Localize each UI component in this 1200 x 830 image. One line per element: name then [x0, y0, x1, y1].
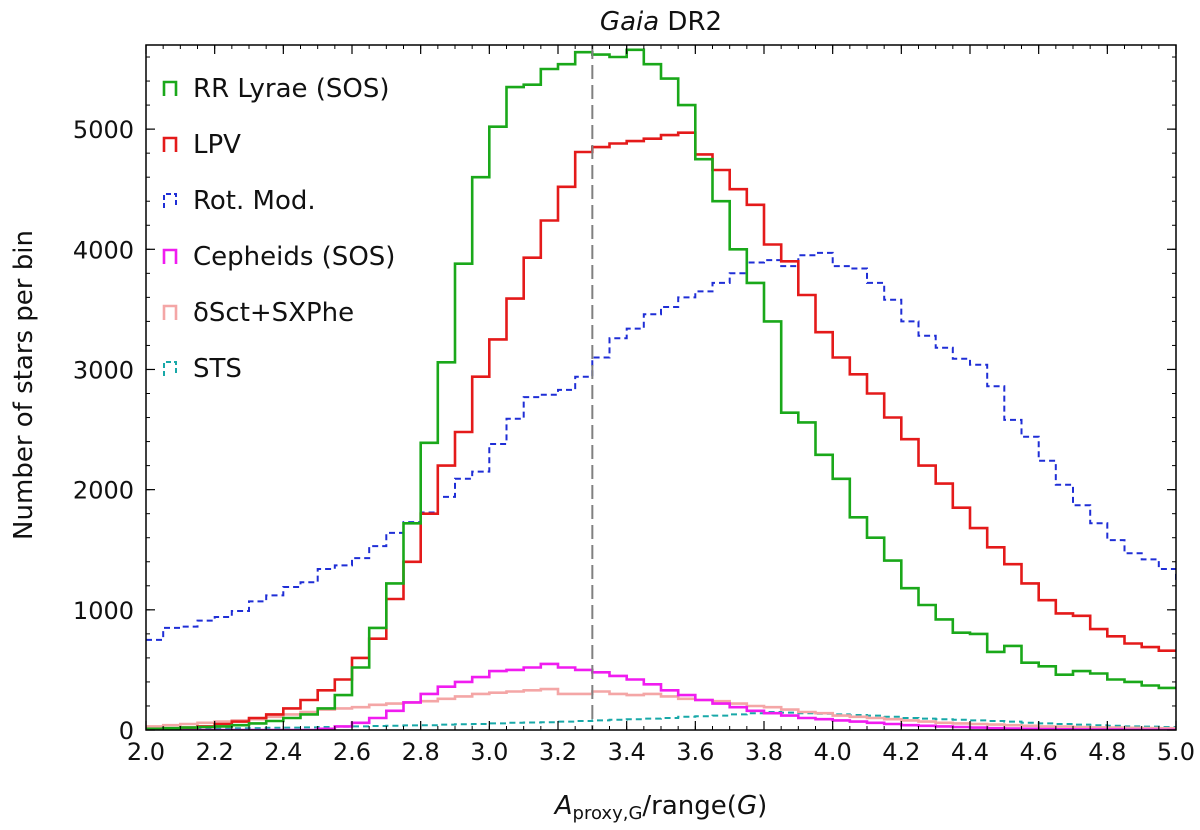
x-tick-label: 3.4 — [608, 738, 646, 766]
legend-item: STS — [163, 354, 242, 384]
plot-area — [146, 45, 1176, 730]
y-tick-label: 4000 — [73, 236, 134, 264]
x-tick-label: 5.0 — [1157, 738, 1195, 766]
x-tick-label: 3.8 — [745, 738, 783, 766]
legend-item: δSct+SXPhe — [162, 298, 354, 328]
x-tick-label: 2.6 — [333, 738, 371, 766]
x-axis-label-sub: proxy,G — [573, 803, 643, 824]
y-axis-label: Number of stars per bin — [9, 230, 39, 540]
y-tick-label: 3000 — [73, 356, 134, 384]
legend-label: LPV — [193, 130, 241, 160]
x-tick-label: 3.0 — [470, 738, 508, 766]
legend-swatch — [162, 80, 178, 96]
legend: RR Lyrae (SOS) LPV Rot. Mod. Cepheids (SOS)… — [162, 74, 395, 384]
x-tick-label: 3.6 — [676, 738, 714, 766]
axes-frame — [145, 44, 1177, 731]
legend-label: Cepheids (SOS) — [193, 242, 395, 272]
legend-label: RR Lyrae (SOS) — [193, 74, 390, 104]
legend-swatch — [163, 361, 177, 376]
x-tick-label: 2.2 — [196, 738, 234, 766]
legend-label: STS — [193, 354, 242, 384]
x-axis-label-close: ) — [757, 791, 767, 821]
x-tick-label: 4.0 — [814, 738, 852, 766]
x-tick-label: 4.4 — [951, 738, 989, 766]
x-tick-label: 4.2 — [882, 738, 920, 766]
legend-swatch — [163, 193, 177, 208]
x-tick-label: 2.0 — [127, 738, 165, 766]
legend-swatch — [162, 136, 178, 152]
y-tick-label: 2000 — [73, 477, 134, 505]
legend-label: Rot. Mod. — [193, 186, 316, 216]
x-tick-label: 4.8 — [1088, 738, 1126, 766]
x-tick-label: 2.4 — [264, 738, 302, 766]
legend-item: Cepheids (SOS) — [162, 242, 395, 272]
x-axis-label-main: A — [553, 791, 573, 821]
x-tick-label: 4.6 — [1020, 738, 1058, 766]
legend-item: Rot. Mod. — [163, 186, 316, 216]
series-line-lpv — [146, 131, 1176, 730]
chart-title-rest: DR2 — [659, 7, 722, 37]
y-tick-label: 5000 — [73, 116, 134, 144]
legend-swatch — [162, 304, 178, 320]
y-axis-ticks: 0 1000 2000 3000 4000 5000 — [73, 56, 1176, 745]
legend-swatch — [162, 248, 178, 264]
chart-title-italic: Gaia — [600, 7, 659, 37]
x-tick-label: 3.2 — [539, 738, 577, 766]
legend-item: LPV — [162, 130, 241, 160]
chart-title: Gaia DR2 — [600, 7, 722, 37]
x-tick-label: 2.8 — [402, 738, 440, 766]
legend-item: RR Lyrae (SOS) — [162, 74, 390, 104]
y-tick-label: 1000 — [73, 597, 134, 625]
series-line-rr-lyrae-sos — [146, 48, 1176, 730]
x-axis-label-var: G — [737, 791, 757, 821]
series-line-sts — [146, 711, 1176, 730]
x-axis-ticks: 2.0 2.2 2.4 2.6 2.8 3.0 3.2 3.4 3.6 3.8 4.0 4.2 4.4 4… — [127, 45, 1195, 766]
legend-label: δSct+SXPhe — [193, 298, 354, 328]
x-axis-label-rest: /range( — [642, 791, 737, 821]
plot-frame — [145, 44, 1177, 731]
y-tick-label: 0 — [119, 717, 134, 745]
x-axis-label: Aproxy,G/range(G) — [553, 791, 768, 824]
